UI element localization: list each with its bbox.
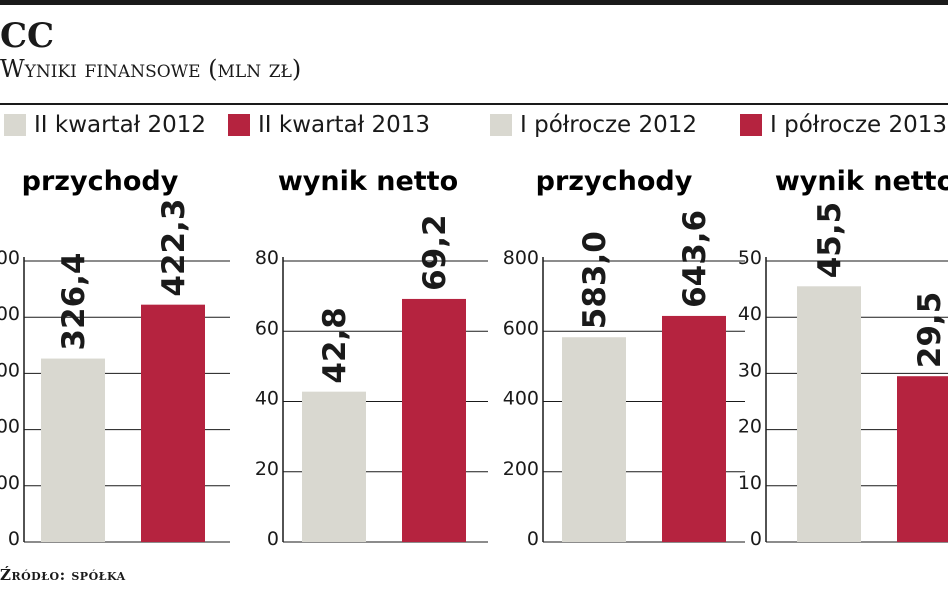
legend-label: II kwartał 2012 <box>34 112 207 138</box>
y-tick-label: 40 <box>255 388 279 410</box>
company-name: CC <box>0 16 55 56</box>
y-tick-label: 0 <box>750 528 762 550</box>
bar-value-label: 583,0 <box>577 231 613 329</box>
y-tick-label: 20 <box>738 416 762 438</box>
legend-swatch <box>228 114 250 136</box>
source-note: Źródło: spółka <box>0 566 126 584</box>
bar <box>41 358 105 542</box>
y-tick-label: 0 <box>267 528 279 550</box>
y-tick-label: 200 <box>503 458 539 480</box>
bar-value-label: 69,2 <box>417 214 453 291</box>
legend-item-q2-2012: II kwartał 2012 <box>4 110 206 140</box>
legend-item-q2-2013: II kwartał 2013 <box>228 110 430 140</box>
y-tick-label: 0 <box>527 528 539 550</box>
y-tick-label: 0 <box>8 528 20 550</box>
chart-subtitle: Wyniki finansowe (mln zł) <box>0 55 302 83</box>
top-rule <box>0 0 948 5</box>
bar <box>797 286 861 542</box>
bar-value-label: 643,6 <box>677 210 713 308</box>
legend-item-h1-2013: I półrocze 2013 <box>740 110 947 140</box>
y-tick-label: 400 <box>0 303 20 325</box>
bar-value-label: 29,5 <box>912 292 948 369</box>
panel-title: wynik netto <box>775 166 948 197</box>
y-tick-label: 400 <box>503 388 539 410</box>
legend-swatch <box>4 114 26 136</box>
panel-title: przychody <box>22 166 179 197</box>
legend-label: I półrocze 2012 <box>520 112 698 138</box>
legend-swatch <box>490 114 512 136</box>
y-tick-label: 20 <box>255 458 279 480</box>
panel-title: przychody <box>536 166 693 197</box>
legend-item-h1-2012: I półrocze 2012 <box>490 110 697 140</box>
bar <box>897 376 948 542</box>
y-tick-label: 10 <box>738 472 762 494</box>
y-tick-label: 50 <box>738 247 762 269</box>
y-tick-label: 200 <box>0 416 20 438</box>
y-tick-label: 800 <box>503 247 539 269</box>
y-tick-label: 100 <box>0 472 20 494</box>
bar-value-label: 326,4 <box>56 253 92 351</box>
bar <box>402 298 466 542</box>
y-tick-label: 500 <box>0 247 20 269</box>
y-tick-label: 30 <box>738 359 762 381</box>
bar <box>662 315 726 542</box>
bar-value-label: 45,5 <box>812 202 848 279</box>
y-tick-label: 600 <box>503 317 539 339</box>
bar <box>302 391 366 542</box>
y-tick-label: 300 <box>0 359 20 381</box>
y-tick-label: 80 <box>255 247 279 269</box>
legend-label: II kwartał 2013 <box>258 112 431 138</box>
bar <box>141 304 205 542</box>
y-tick-label: 60 <box>255 317 279 339</box>
bar <box>562 337 626 542</box>
legend-label: I półrocze 2013 <box>770 112 948 138</box>
y-tick-label: 40 <box>738 303 762 325</box>
title-divider <box>0 103 948 105</box>
panel-title: wynik netto <box>278 166 458 197</box>
bar-value-label: 42,8 <box>317 307 353 384</box>
bar-value-label: 422,3 <box>156 199 192 297</box>
legend-swatch <box>740 114 762 136</box>
